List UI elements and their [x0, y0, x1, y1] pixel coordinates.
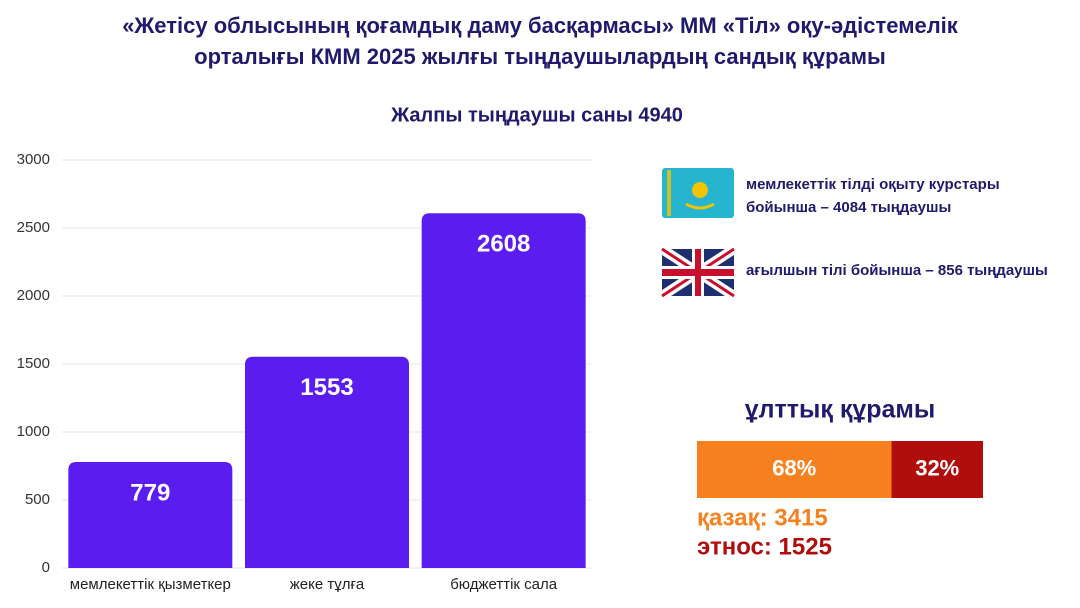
legend-label: этнос: 1525 [697, 533, 832, 560]
x-tick-label: мемлекеттік қызметкер [70, 576, 231, 593]
value-label: 1553 [300, 374, 353, 401]
x-tick-label: бюджеттік сала [450, 576, 558, 593]
segment-label: 32% [915, 455, 959, 480]
bar [68, 462, 233, 568]
chart-subtitle: Жалпы тыңдаушы саны 4940 [390, 104, 683, 126]
page-title: «Жетісу облысының қоғамдық даму басқарма… [122, 13, 958, 69]
y-tick-label: 1500 [17, 355, 50, 372]
value-label: 779 [130, 479, 170, 506]
legend-label: қазақ: 3415 [697, 504, 828, 531]
y-tick-label: 2500 [17, 219, 50, 236]
segment [891, 441, 983, 498]
y-tick-label: 500 [25, 491, 50, 508]
x-tick-label: жеке тұлға [290, 576, 365, 593]
kz-flag [662, 168, 734, 218]
y-tick-label: 3000 [17, 151, 50, 168]
uk-flag [659, 244, 737, 301]
value-label: 2608 [477, 231, 530, 258]
y-tick-label: 0 [42, 559, 50, 576]
segment-label: 68% [772, 455, 816, 480]
bar [245, 356, 409, 568]
bar [421, 213, 586, 568]
segment [697, 441, 892, 498]
info-kz: мемлекеттік тілді оқыту курстары бойынша… [746, 176, 1000, 216]
y-tick-label: 2000 [17, 287, 50, 304]
info-en: ағылшын тілі бойынша – 856 тыңдаушы [746, 262, 1048, 279]
y-tick-label: 1000 [17, 423, 50, 440]
composition-title: ұлттық құрамы [745, 396, 936, 424]
